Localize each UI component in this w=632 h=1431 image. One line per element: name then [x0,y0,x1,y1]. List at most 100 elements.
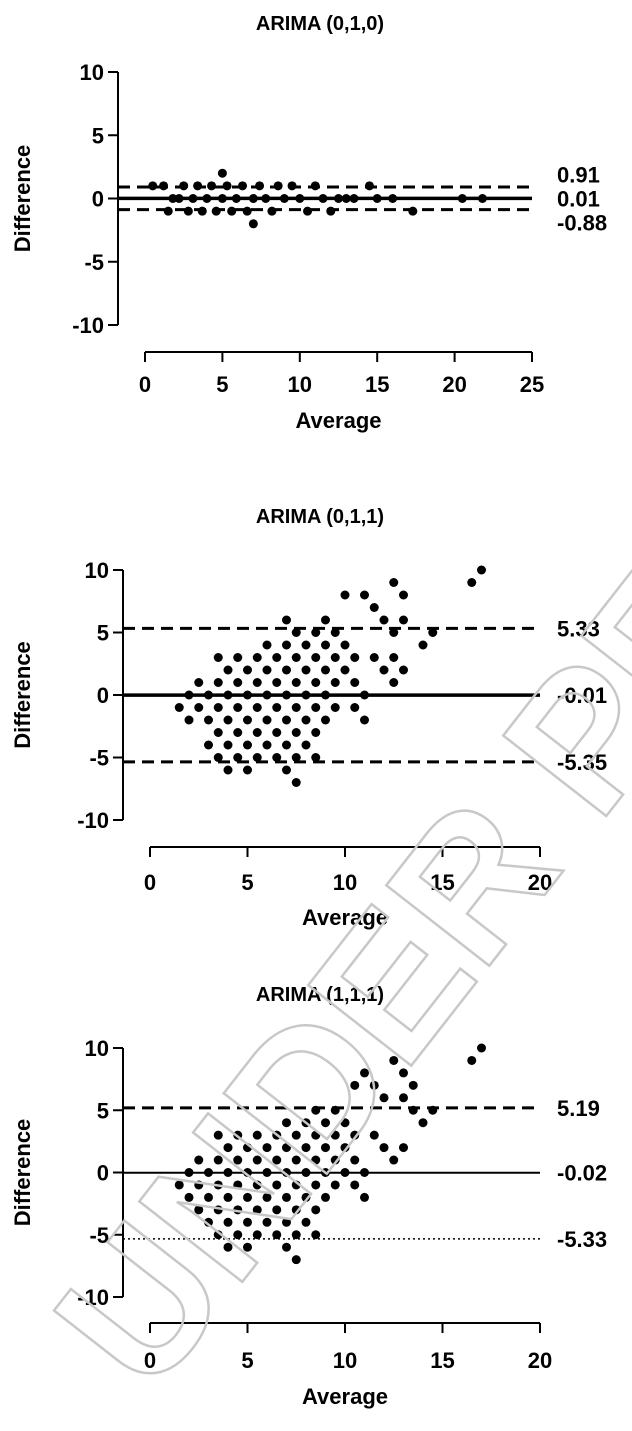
data-point [184,715,194,725]
data-point [223,715,233,725]
data-point [233,753,243,762]
y-tick-label: -10 [72,313,104,338]
data-point [267,206,277,216]
data-point [291,728,301,737]
data-point [321,690,330,700]
reference-line-label: 0.91 [557,162,600,187]
data-point [252,1130,262,1140]
data-point [291,678,301,687]
data-point [350,1080,360,1090]
data-point [311,1205,321,1215]
data-point [233,1230,243,1240]
data-point [340,1168,350,1177]
x-tick-label: 5 [241,870,253,895]
data-point [248,219,258,229]
data-point [243,740,252,750]
data-point [243,765,252,775]
data-point [272,678,282,687]
data-point [174,703,184,712]
data-point [318,194,328,203]
data-point [262,640,272,650]
bland-altman-plot-arima-010: ARIMA (0,1,0) Difference 10 5 0 -5 -10 0 5 10 15 20… [10,13,607,433]
data-point [291,1155,301,1165]
data-point [184,690,194,700]
data-point [369,653,379,662]
y-tick-label: 10 [85,558,109,583]
data-point [291,653,301,662]
data-point [179,181,189,191]
data-point [321,715,330,725]
data-point [350,1130,360,1140]
data-point [233,1130,243,1140]
data-point [282,1192,291,1202]
data-point [223,665,233,675]
x-tick-label: 0 [144,1348,156,1373]
data-point [262,1143,272,1153]
data-point [360,1192,369,1202]
data-point [303,206,313,216]
data-point [408,1080,418,1090]
data-point [233,678,243,687]
data-point [399,665,408,675]
data-point [272,753,282,762]
data-point [194,1180,204,1190]
data-point [282,1143,291,1153]
data-point [282,665,291,675]
data-point [291,1130,301,1140]
data-point [340,1118,350,1128]
data-point [223,1217,233,1227]
data-point [204,740,213,750]
data-point [369,1130,379,1140]
data-point [349,194,359,203]
data-point [379,665,389,675]
data-point [399,615,408,625]
y-tick-label: -5 [89,1223,109,1248]
data-point [202,194,212,203]
data-point [262,740,272,750]
data-point [295,194,305,203]
data-point [311,1130,321,1140]
y-tick-label: 5 [97,621,109,646]
data-point [168,194,178,203]
data-point [248,194,258,203]
data-point [321,615,330,625]
data-point [350,703,360,712]
data-point [223,1168,233,1177]
data-point [321,640,330,650]
reference-line-label: -5.33 [557,1227,607,1252]
data-point [242,206,252,216]
data-point [340,665,350,675]
data-point [213,1155,223,1165]
y-tick-label: 5 [97,1098,109,1123]
data-point [252,1155,262,1165]
data-point [321,1143,330,1153]
reference-line-label: -0.88 [557,210,607,235]
reference-line-label: -5.35 [557,750,607,775]
data-point [204,1192,213,1202]
data-point [223,740,233,750]
data-point [213,728,223,737]
x-tick-label: 20 [528,1348,552,1373]
data-point [207,181,217,191]
data-point [282,715,291,725]
data-point [213,1130,223,1140]
y-tick-label: -10 [77,1285,109,1310]
data-point [213,1205,223,1215]
data-point [321,665,330,675]
y-tick-label: -10 [77,808,109,833]
data-point [204,1168,213,1177]
data-point [252,678,262,687]
x-tick-label: 0 [139,372,151,397]
data-point [291,753,301,762]
data-point [217,194,227,203]
x-tick-label: 10 [333,870,357,895]
x-axis-label: Average [302,905,388,930]
data-point [301,1168,311,1177]
data-point [204,690,213,700]
data-point [282,1118,291,1128]
data-point [389,1155,399,1165]
data-point [389,678,399,687]
data-point [350,1180,360,1190]
data-point [272,1155,282,1165]
x-tick-label: 25 [520,372,544,397]
